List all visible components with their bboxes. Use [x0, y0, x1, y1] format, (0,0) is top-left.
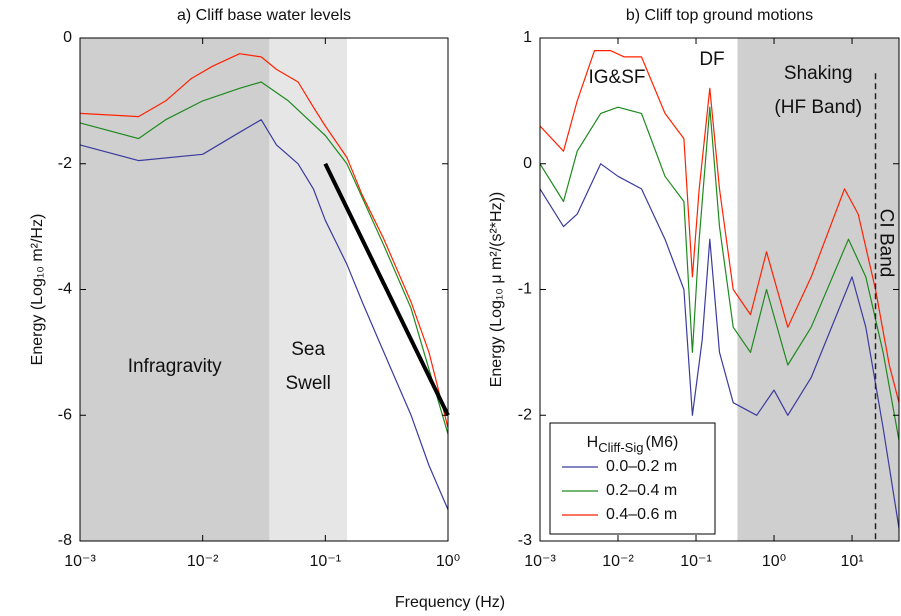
band-label: Swell: [285, 373, 330, 394]
x-tick-label: 10⁰: [436, 553, 460, 570]
x-tick-label: 10⁻¹: [310, 553, 342, 570]
x-tick-label: 10⁰: [762, 553, 786, 570]
y-tick-label: -1: [518, 281, 532, 298]
y-tick-label: 1: [523, 29, 532, 46]
shaded-band: [737, 38, 899, 541]
data-line: [539, 106, 900, 441]
y-tick-label: -2: [58, 155, 72, 172]
x-axis-label: Frequency (Hz): [395, 594, 505, 611]
chart-title: b) Cliff top ground motions: [626, 7, 813, 24]
legend-title: HCliff-Sig (M6): [587, 434, 679, 455]
data-line: [539, 50, 900, 403]
data-line: [79, 119, 449, 510]
x-tick-label: 10⁻³: [524, 553, 556, 570]
chart-title: a) Cliff base water levels: [177, 7, 351, 24]
x-tick-label: 10⁻²: [187, 553, 219, 570]
band-label: Sea: [291, 339, 325, 360]
y-tick-label: -4: [58, 281, 72, 298]
y-tick-label: -3: [518, 532, 532, 549]
y-tick-label: 0: [523, 155, 532, 172]
data-line: [79, 53, 449, 428]
x-tick-label: 10⁻¹: [680, 553, 712, 570]
legend-title-sub: Cliff-Sig: [598, 440, 643, 455]
shaded-band: [80, 38, 270, 541]
band-label: Shaking: [784, 63, 853, 84]
annotation: IG&SF: [588, 67, 645, 88]
y-tick-label: -2: [518, 406, 532, 423]
y-tick-label: 0: [63, 29, 72, 46]
x-tick-label: 10⁻³: [64, 553, 96, 570]
reference-label: CI Band: [876, 209, 897, 278]
annotation: DF: [699, 49, 724, 70]
legend-title-main: H: [587, 434, 599, 451]
legend-label: 0.0–0.2 m: [606, 458, 677, 475]
legend-label: 0.4–0.6 m: [606, 506, 677, 523]
band-label: (HF Band): [774, 97, 862, 118]
data-line: [539, 163, 900, 529]
legend-title-suffix: (M6): [645, 434, 678, 451]
y-axis-label: Energy (Log₁₀ μ m²/(s²*Hz)): [488, 192, 505, 388]
data-line: [323, 162, 450, 417]
x-tick-label: 10⁻²: [602, 553, 634, 570]
y-tick-label: -6: [58, 406, 72, 423]
y-axis-label: Energy (Log₁₀ m²/Hz): [29, 214, 46, 366]
band-label: Infragravity: [128, 356, 222, 377]
legend-label: 0.2–0.4 m: [606, 482, 677, 499]
y-tick-label: -8: [58, 532, 72, 549]
shaded-band: [269, 38, 347, 541]
x-tick-label: 10¹: [840, 553, 863, 570]
data-line: [79, 81, 449, 435]
